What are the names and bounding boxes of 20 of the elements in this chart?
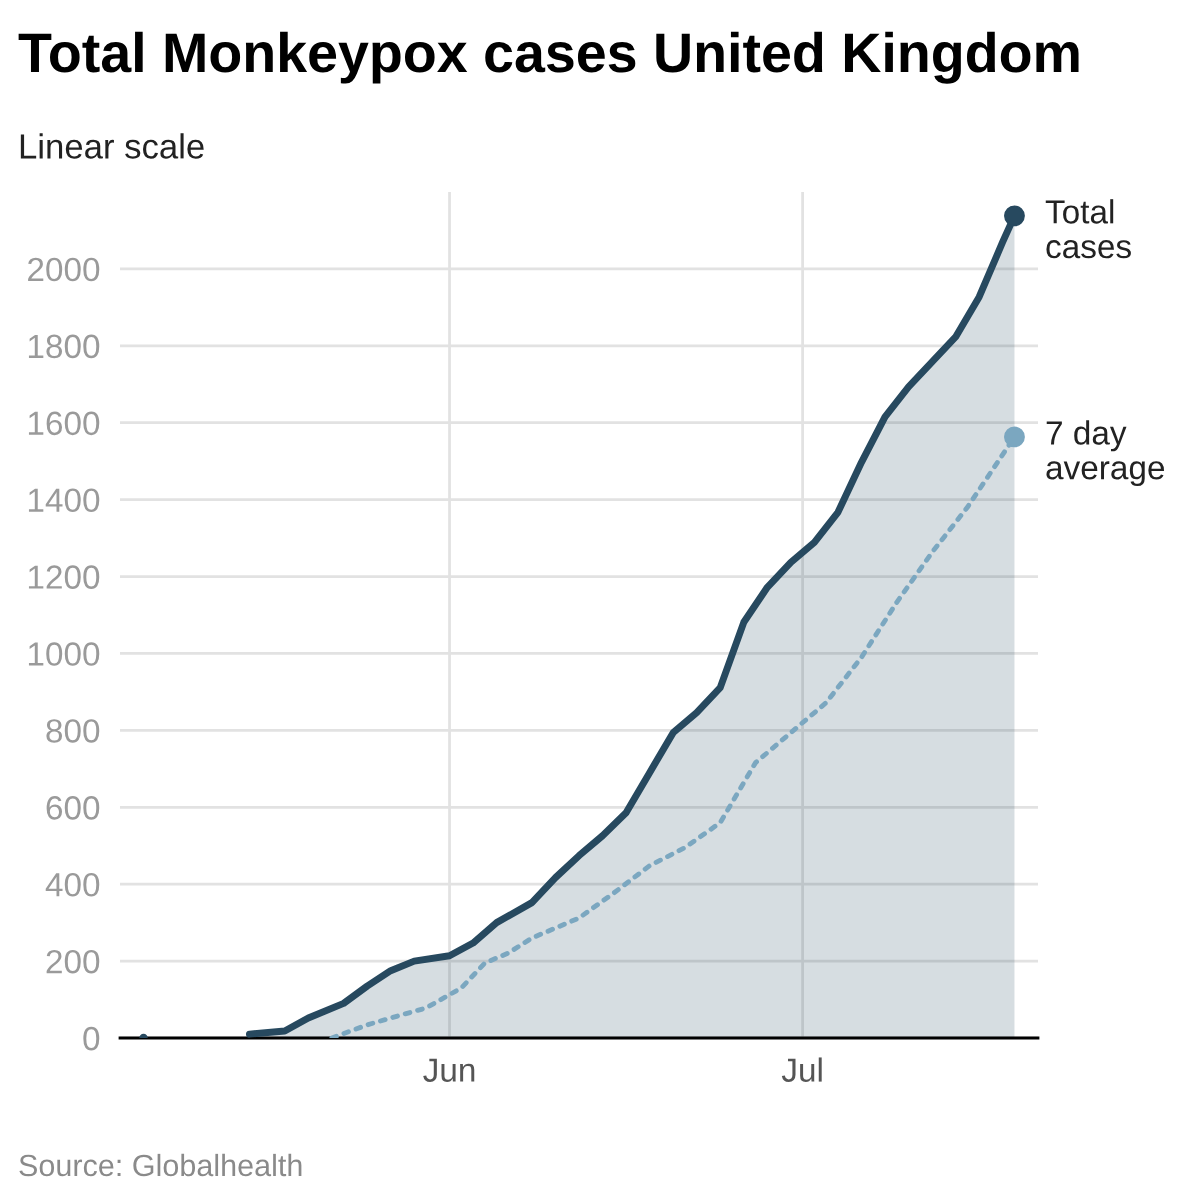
series-label: Total cases [1045,199,1131,259]
point [1004,426,1025,448]
y-tick-label: 1400 [28,488,100,513]
x-tick-label: Jul [781,1057,822,1082]
y-tick-label: 1800 [28,334,100,359]
y-tick-label: 600 [46,796,100,820]
y-tick-label: 800 [46,719,100,743]
chart-title: Total Monkeypox cases United Kingdom [18,31,1079,84]
y-tick-label: 1000 [28,642,100,666]
source-note: Source: Globalhealth [19,1153,302,1177]
y-tick-label: 0 [83,1026,100,1051]
chart-subtitle: Linear scale [20,133,204,159]
y-tick-label: 1600 [28,411,100,436]
x-tick-label: Jun [423,1058,475,1082]
y-tick-label: 200 [46,949,100,974]
y-tick-label: 400 [45,872,100,897]
series-label: 7 day average [1046,420,1164,487]
y-tick-label: 1200 [28,565,100,589]
point [1004,205,1025,227]
y-tick-label: 2000 [28,257,100,282]
